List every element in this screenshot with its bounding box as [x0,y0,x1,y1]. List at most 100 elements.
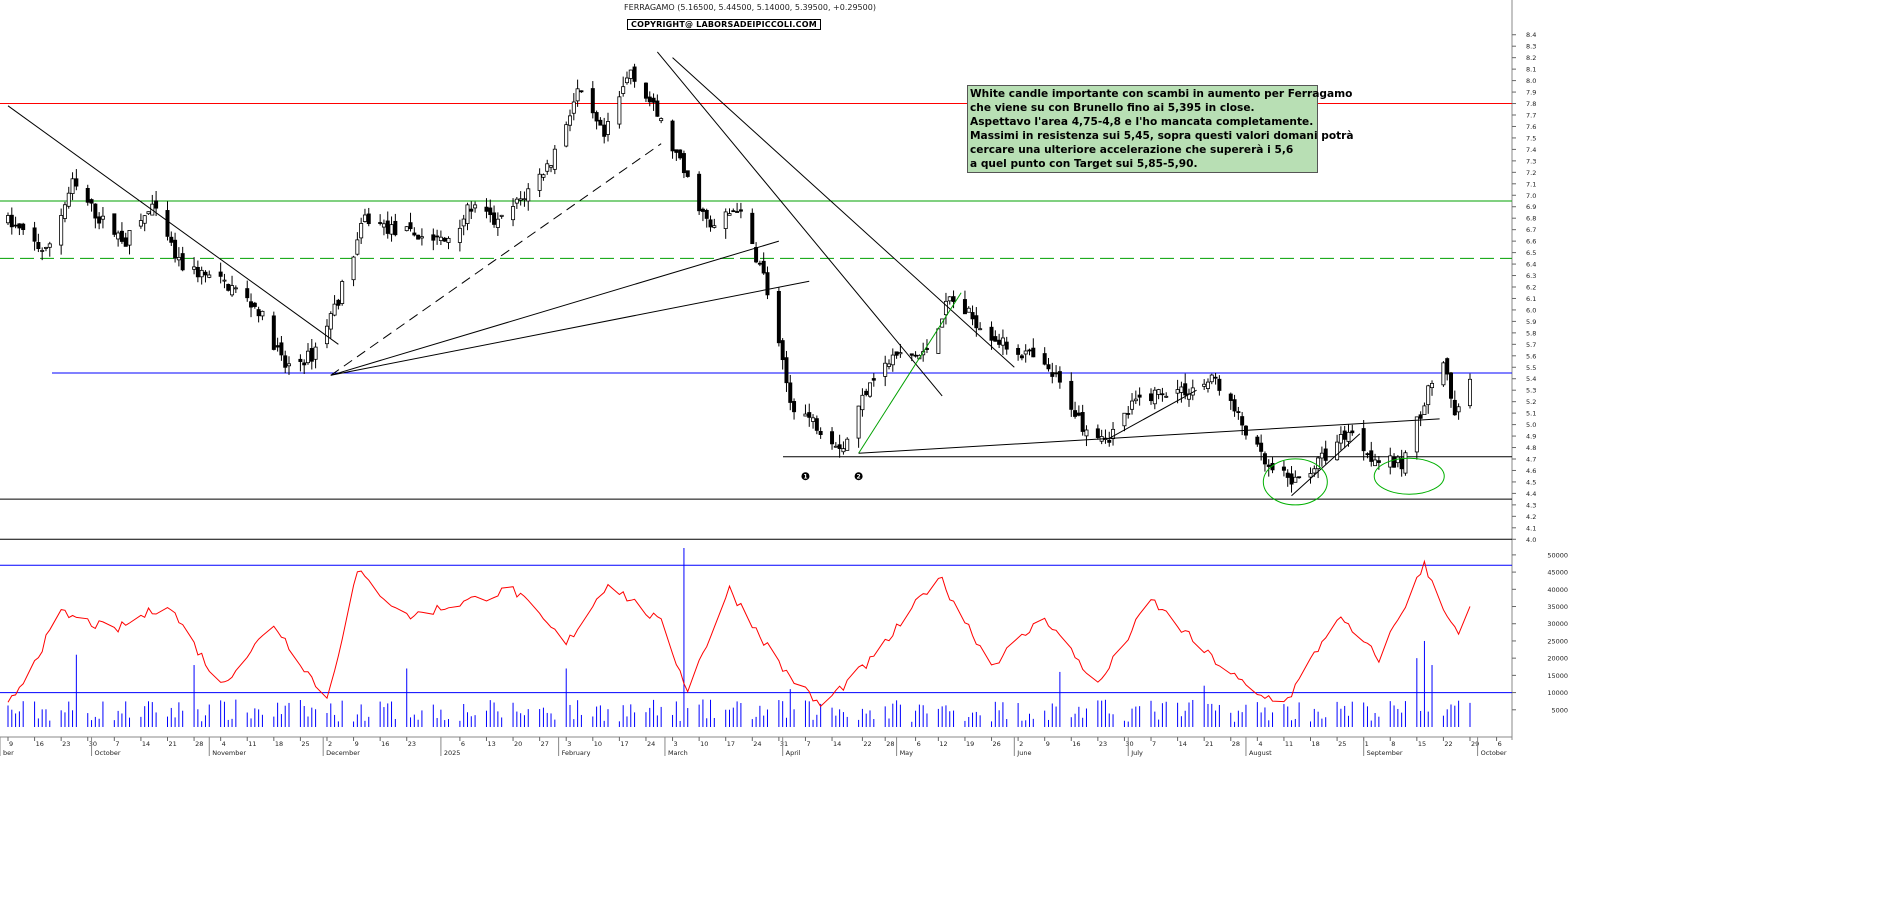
candle-down [1323,448,1328,461]
x-tick-label: 17 [727,740,735,748]
y-tick-label: 5.2 [1526,398,1536,406]
candle-up [568,115,573,126]
candle-down [1399,457,1404,470]
y-tick-label: 7.9 [1526,89,1536,97]
candle-up [606,121,610,135]
candle-up [571,101,576,114]
x-tick-label: 16 [36,740,44,748]
candle-down [9,214,14,228]
candle-up [47,243,52,248]
candle-up [943,300,948,316]
candle-down [74,178,79,187]
candle-down [993,336,998,342]
candle-down [757,262,762,265]
x-tick-label: 30 [89,740,97,748]
candle-down [970,312,975,320]
candle-up [564,124,569,147]
candle-down [1281,466,1286,471]
candle-up [116,232,121,240]
month-label: May [900,749,914,757]
candle-up [457,227,462,243]
candle-down [36,242,41,250]
candle-up [1122,412,1127,427]
x-tick-label: 16 [1072,740,1080,748]
candle-up [465,204,470,224]
y-tick-label: 7.7 [1526,112,1536,120]
candle-down [165,210,170,237]
candle-down [997,339,1002,345]
candle-down [871,378,876,381]
candle-down [21,223,26,231]
y-tick-label: 6.4 [1526,261,1536,269]
note-line: White candle importante con scambi in au… [970,88,1353,100]
marker-dot [801,472,810,481]
y-tick-label: 5.0 [1526,421,1536,429]
candle-down [1107,439,1112,443]
volume-y-tick-label: 30000 [1547,620,1568,628]
candle-down [1019,355,1024,359]
candle-up [1164,395,1169,398]
support-trendline [330,240,780,376]
candle-up [438,236,443,241]
candle-up [199,269,204,278]
x-tick-label: 11 [1285,740,1293,748]
candle-up [1000,337,1005,346]
y-tick-label: 4.3 [1526,501,1536,509]
candle-up [1319,452,1324,459]
candle-up [541,174,546,178]
candle-up [1205,381,1210,389]
candle-up [1346,431,1351,442]
candle-down [704,209,709,219]
candle-down [579,90,584,93]
candle-down [1418,414,1423,419]
candle-down [681,153,686,174]
candle-down [1160,393,1165,396]
y-tick-label: 6.6 [1526,238,1536,246]
candle-down [837,444,842,449]
copyright-banner: COPYRIGHT@ LABORSADEIPICCOLI.COM [627,12,821,31]
x-tick-label: 25 [301,740,309,748]
candle-down [442,237,447,242]
candle-down [598,119,603,126]
x-tick-label: 4 [222,740,226,748]
candle-up [617,96,622,125]
candle-down [632,66,637,82]
candle-up [947,296,952,302]
y-tick-label: 5.1 [1526,410,1536,418]
month-label: December [326,749,360,757]
candle-up [260,310,265,317]
candle-down [1050,372,1055,377]
candle-up [522,198,527,201]
month-label: September [1367,749,1403,757]
double-bottom-ellipse [1262,458,1328,506]
y-tick-label: 6.1 [1526,295,1536,303]
candle-down [32,227,37,242]
candle-up [811,417,816,422]
candle-up [1152,389,1157,405]
volume-y-tick-label: 10000 [1547,689,1568,697]
candle-up [362,214,367,222]
candle-down [1289,473,1294,485]
candle-down [1452,399,1457,416]
candle-down [1069,380,1074,410]
candle-down [484,206,489,212]
candle-down [974,315,979,329]
candle-up [138,220,143,227]
candle-down [1213,376,1218,379]
x-tick-label: 14 [142,740,150,748]
y-tick-label: 7.0 [1526,192,1536,200]
candle-down [218,271,223,277]
candle-up [359,223,364,239]
x-tick-label: 23 [408,740,416,748]
candle-down [336,299,341,306]
candle-down [1297,476,1302,479]
candle-up [1468,378,1472,407]
candle-up [1023,350,1028,355]
candle-up [518,198,523,201]
candle-down [864,390,869,396]
x-tick-label: 7 [806,740,810,748]
candle-up [495,218,500,228]
candle-down [271,315,276,350]
candle-up [727,213,732,216]
candle-down [1259,442,1264,452]
